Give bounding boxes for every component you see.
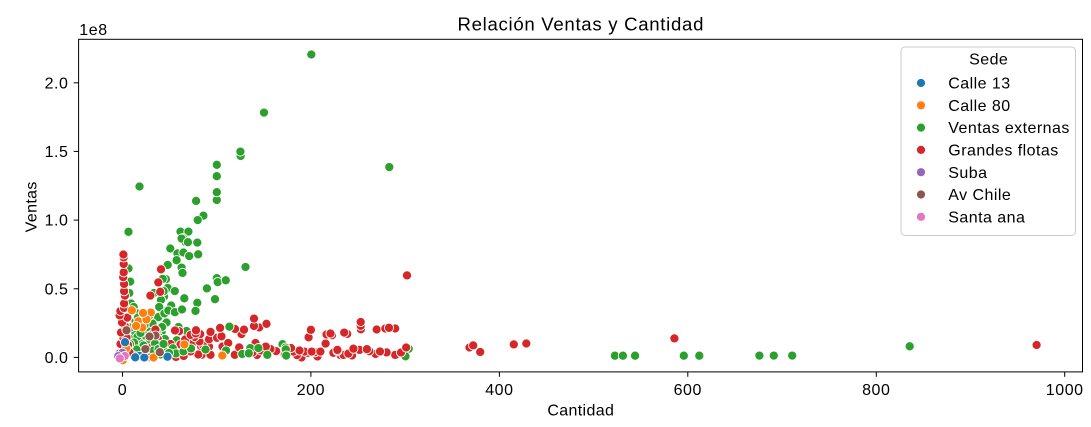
svg-text:400: 400 xyxy=(485,382,513,399)
svg-text:Sede: Sede xyxy=(969,51,1008,68)
svg-text:Relación Ventas y Cantidad: Relación Ventas y Cantidad xyxy=(457,14,704,35)
svg-text:2.0: 2.0 xyxy=(45,75,69,92)
svg-text:Calle 80: Calle 80 xyxy=(948,98,1010,115)
svg-text:Suba: Suba xyxy=(948,165,987,182)
svg-text:1000: 1000 xyxy=(1046,382,1084,399)
svg-text:Calle 13: Calle 13 xyxy=(948,76,1010,93)
svg-text:0.5: 0.5 xyxy=(45,281,69,298)
svg-text:1.0: 1.0 xyxy=(45,213,69,230)
svg-text:800: 800 xyxy=(862,382,890,399)
svg-text:Av Chile: Av Chile xyxy=(948,187,1011,204)
svg-text:600: 600 xyxy=(674,382,702,399)
svg-text:1.5: 1.5 xyxy=(45,144,69,161)
svg-text:200: 200 xyxy=(297,382,325,399)
svg-text:Grandes flotas: Grandes flotas xyxy=(948,143,1058,160)
svg-text:Santa ana: Santa ana xyxy=(948,209,1025,226)
svg-text:Ventas: Ventas xyxy=(23,181,40,232)
svg-text:0.0: 0.0 xyxy=(45,350,69,367)
svg-text:0: 0 xyxy=(118,382,127,399)
svg-text:Cantidad: Cantidad xyxy=(547,403,614,420)
svg-text:1e8: 1e8 xyxy=(79,22,107,39)
svg-text:Ventas externas: Ventas externas xyxy=(948,120,1070,137)
